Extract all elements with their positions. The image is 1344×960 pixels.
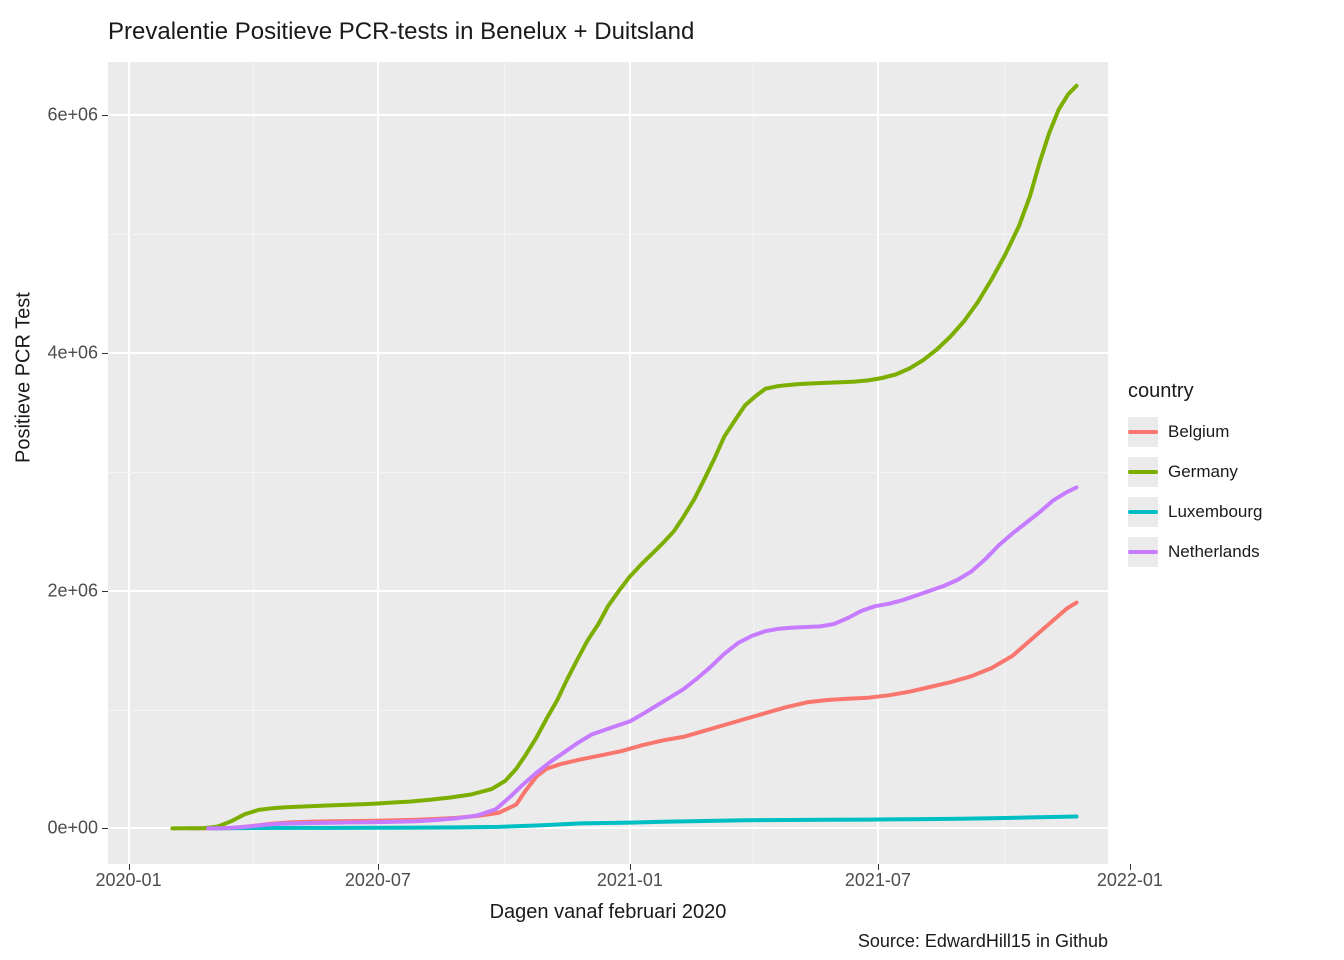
legend-line-icon [1128, 470, 1158, 474]
legend-label: Belgium [1168, 422, 1229, 442]
x-tick-label: 2020-07 [345, 870, 411, 891]
y-tick-label: 2e+06 [47, 580, 98, 601]
legend-item-belgium: Belgium [1128, 417, 1263, 447]
x-tick-label: 2021-07 [845, 870, 911, 891]
x-tick-label: 2021-01 [597, 870, 663, 891]
legend-label: Netherlands [1168, 542, 1260, 562]
chart-container: Prevalentie Positieve PCR-tests in Benel… [0, 0, 1344, 960]
series-line-netherlands [208, 487, 1077, 828]
legend-label: Germany [1168, 462, 1238, 482]
y-axis-label: Positieve PCR Test [13, 292, 36, 463]
legend-line-icon [1128, 430, 1158, 434]
legend-swatch [1128, 457, 1158, 487]
y-tick-mark [102, 353, 108, 354]
series-line-belgium [190, 603, 1076, 829]
legend-item-germany: Germany [1128, 457, 1263, 487]
legend-swatch [1128, 497, 1158, 527]
x-axis-label: Dagen vanaf februari 2020 [490, 901, 727, 924]
legend-item-luxembourg: Luxembourg [1128, 497, 1263, 527]
x-tick-label: 2022-01 [1097, 870, 1163, 891]
legend-swatch [1128, 417, 1158, 447]
y-tick-mark [102, 115, 108, 116]
plot-panel [108, 62, 1108, 864]
y-tick-mark [102, 828, 108, 829]
legend-item-netherlands: Netherlands [1128, 537, 1263, 567]
x-tick-mark [129, 864, 130, 870]
legend-line-icon [1128, 510, 1158, 514]
legend-line-icon [1128, 550, 1158, 554]
y-tick-label: 4e+06 [47, 343, 98, 364]
y-tick-mark [102, 591, 108, 592]
chart-caption: Source: EdwardHill15 in Github [858, 931, 1108, 952]
x-tick-mark [378, 864, 379, 870]
legend: country Belgium Germany Luxembourg Netherla… [1128, 380, 1263, 577]
y-tick-label: 6e+06 [47, 105, 98, 126]
y-tick-label: 0e+00 [47, 818, 98, 839]
legend-label: Luxembourg [1168, 502, 1263, 522]
x-tick-mark [630, 864, 631, 870]
x-tick-mark [1130, 864, 1131, 870]
x-tick-label: 2020-01 [96, 870, 162, 891]
chart-title: Prevalentie Positieve PCR-tests in Benel… [108, 18, 694, 46]
line-layer [108, 62, 1108, 864]
legend-swatch [1128, 537, 1158, 567]
x-tick-mark [878, 864, 879, 870]
legend-title: country [1128, 380, 1263, 403]
series-line-germany [172, 86, 1076, 829]
